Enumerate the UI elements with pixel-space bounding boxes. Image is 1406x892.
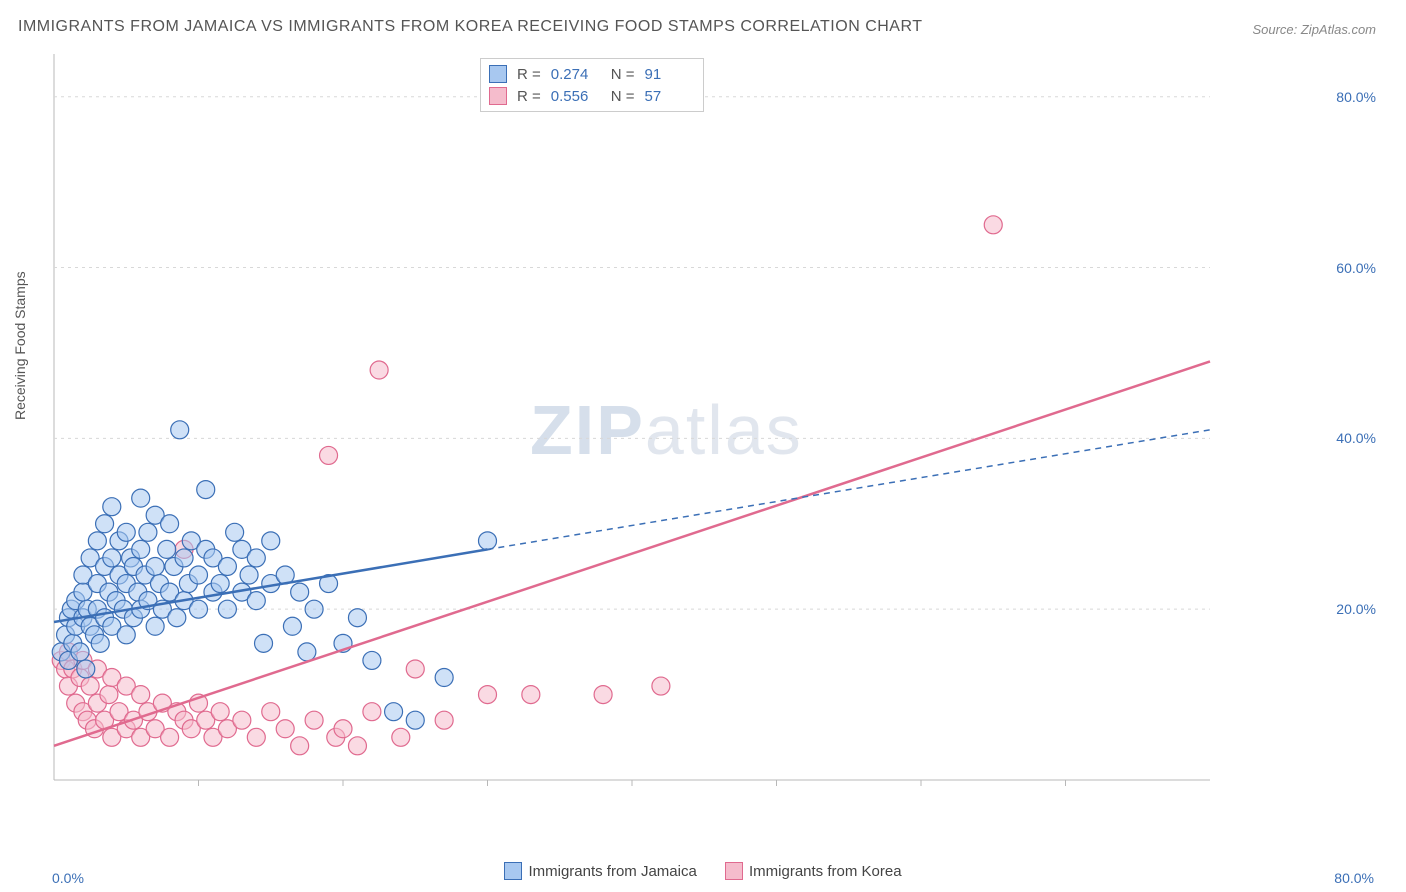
- legend-item-korea: Immigrants from Korea: [725, 862, 902, 880]
- y-axis-label: Receiving Food Stamps: [12, 271, 28, 420]
- y-tick-label: 40.0%: [1336, 430, 1376, 446]
- y-tick-label: 80.0%: [1336, 89, 1376, 105]
- r-label: R =: [517, 88, 541, 105]
- legend-stats-row-jamaica: R = 0.274 N = 91: [489, 63, 695, 85]
- swatch-korea: [725, 862, 743, 880]
- y-tick-label: 60.0%: [1336, 260, 1376, 276]
- legend-label-korea: Immigrants from Korea: [749, 863, 902, 880]
- legend-stats-box: R = 0.274 N = 91 R = 0.556 N = 57: [480, 58, 704, 112]
- r-value-jamaica: 0.274: [551, 66, 601, 83]
- legend-item-jamaica: Immigrants from Jamaica: [504, 862, 696, 880]
- scatter-plot: [50, 50, 1280, 820]
- n-value-jamaica: 91: [645, 66, 695, 83]
- n-label: N =: [611, 66, 635, 83]
- legend-stats-row-korea: R = 0.556 N = 57: [489, 85, 695, 107]
- n-value-korea: 57: [645, 88, 695, 105]
- swatch-korea: [489, 87, 507, 105]
- n-label: N =: [611, 88, 635, 105]
- legend-label-jamaica: Immigrants from Jamaica: [528, 863, 696, 880]
- source-label: Source: ZipAtlas.com: [1252, 22, 1376, 37]
- chart-title: IMMIGRANTS FROM JAMAICA VS IMMIGRANTS FR…: [18, 18, 923, 36]
- bottom-legend: Immigrants from Jamaica Immigrants from …: [0, 862, 1406, 884]
- swatch-jamaica: [489, 65, 507, 83]
- r-label: R =: [517, 66, 541, 83]
- r-value-korea: 0.556: [551, 88, 601, 105]
- y-tick-label: 20.0%: [1336, 601, 1376, 617]
- swatch-jamaica: [504, 862, 522, 880]
